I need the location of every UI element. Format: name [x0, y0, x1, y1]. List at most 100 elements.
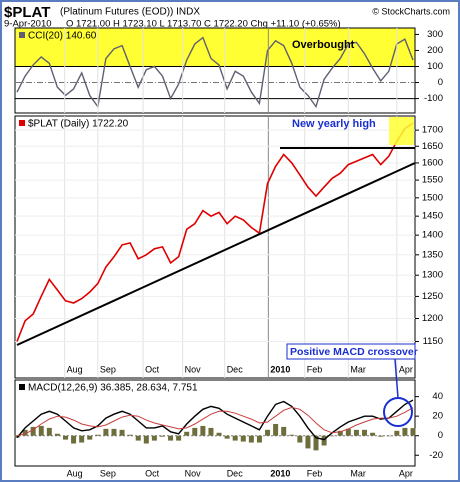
x-tick-label: Sep	[100, 468, 116, 478]
date: 9-Apr-2010	[4, 19, 52, 30]
histogram-bar	[151, 435, 157, 441]
x-tick-label: Apr	[399, 364, 413, 374]
histogram-bar	[256, 435, 262, 443]
y-tick-label: 40	[432, 391, 443, 402]
x-tick-label: Apr	[399, 468, 413, 478]
x-tick-label: Aug	[67, 364, 83, 374]
series-line	[16, 399, 414, 441]
x-tick-label: Oct	[145, 468, 160, 478]
y-tick-label: 1550	[422, 175, 443, 186]
y-tick-label: 1700	[422, 125, 443, 136]
y-tick-label: 300	[427, 29, 443, 40]
histogram-bar	[143, 435, 149, 444]
histogram-bar	[353, 429, 359, 436]
histogram-bar	[313, 435, 319, 451]
series-line	[16, 36, 414, 109]
histogram-bar	[135, 435, 141, 441]
y-tick-label: 1150	[423, 336, 443, 347]
symbol: $PLAT	[4, 4, 50, 21]
x-tick-label: Nov	[185, 364, 202, 374]
histogram-bar	[111, 428, 117, 436]
histogram-bar	[200, 425, 206, 436]
histogram-bar	[216, 432, 222, 436]
x-tick-label: Nov	[185, 468, 202, 478]
source: © StockCharts.com	[372, 6, 450, 16]
y-tick-label: 1250	[422, 291, 443, 302]
callout-line	[394, 358, 399, 399]
histogram-bar	[62, 435, 68, 440]
y-tick-label: -20	[429, 450, 443, 461]
histogram-bar	[402, 427, 408, 436]
legend-swatch	[19, 32, 25, 38]
x-tick-label: 2010	[270, 468, 290, 478]
series-line	[16, 122, 414, 342]
panel	[14, 115, 416, 379]
histogram-bar	[240, 435, 246, 442]
y-tick-label: 1400	[422, 230, 443, 241]
histogram-bar	[248, 435, 254, 443]
histogram-bar	[46, 427, 52, 436]
annotation: Positive MACD crossover	[290, 346, 418, 358]
trend-line	[16, 162, 416, 346]
histogram-bar	[345, 428, 351, 436]
legend-text: CCI(20) 140.60	[28, 31, 97, 42]
histogram-bar	[289, 434, 295, 436]
x-tick-label: Dec	[227, 468, 244, 478]
x-tick-label: Feb	[307, 468, 323, 478]
y-tick-label: 0	[438, 430, 443, 441]
histogram-bar	[321, 435, 327, 446]
y-tick-label: 200	[427, 45, 443, 56]
histogram-bar	[176, 435, 182, 441]
annotation: Overbought	[292, 39, 355, 51]
histogram-bar	[305, 435, 311, 449]
legend-swatch	[19, 120, 25, 126]
y-tick-label: 1650	[422, 141, 443, 152]
histogram-bar	[168, 435, 174, 441]
histogram-bar	[119, 429, 125, 436]
histogram-bar	[87, 435, 93, 440]
callout-box	[286, 343, 416, 360]
y-tick-label: 1350	[422, 249, 443, 260]
histogram-bar	[370, 432, 376, 436]
y-tick-label: 1200	[422, 313, 443, 324]
histogram-bar	[362, 429, 368, 436]
x-tick-label: Sep	[100, 364, 116, 374]
histogram-bar	[208, 427, 214, 436]
y-tick-label: 0	[438, 77, 443, 88]
histogram-bar	[38, 425, 44, 436]
histogram-bar	[378, 435, 384, 437]
histogram-bar	[265, 429, 271, 436]
annotation: New yearly high	[292, 118, 376, 130]
histogram-bar	[192, 427, 198, 436]
histogram-bar	[386, 435, 392, 437]
x-tick-label: Oct	[145, 364, 160, 374]
x-tick-label: Dec	[227, 364, 244, 374]
x-tick-label: Aug	[67, 468, 83, 478]
y-tick-label: 100	[427, 61, 443, 72]
histogram-bar	[297, 435, 303, 443]
histogram-bar	[22, 429, 28, 436]
histogram-bar	[394, 430, 400, 436]
histogram-bar	[103, 428, 109, 436]
histogram-bar	[30, 426, 36, 436]
histogram-bar	[159, 435, 165, 437]
histogram-bar	[184, 431, 190, 436]
quote: O 1721.00 H 1723.10 L 1713.70 C 1722.20 …	[66, 19, 341, 30]
legend-swatch	[19, 384, 25, 390]
legend-text: MACD(12,26,9) 36.385, 28.634, 7.751	[28, 383, 198, 394]
y-tick-label: 1600	[422, 157, 443, 168]
x-tick-label: Mar	[350, 364, 366, 374]
histogram-bar	[224, 435, 230, 439]
x-tick-label: 2010	[270, 364, 290, 374]
y-tick-label: 20	[432, 411, 443, 422]
panel	[14, 379, 416, 467]
x-tick-label: Mar	[350, 468, 366, 478]
y-tick-label: 1300	[422, 270, 443, 281]
histogram-bar	[95, 434, 101, 436]
histogram-bar	[232, 435, 238, 441]
x-tick-label: Feb	[307, 364, 323, 374]
y-tick-label: 1500	[422, 192, 443, 203]
series-line	[16, 406, 414, 437]
histogram-bar	[54, 433, 60, 436]
